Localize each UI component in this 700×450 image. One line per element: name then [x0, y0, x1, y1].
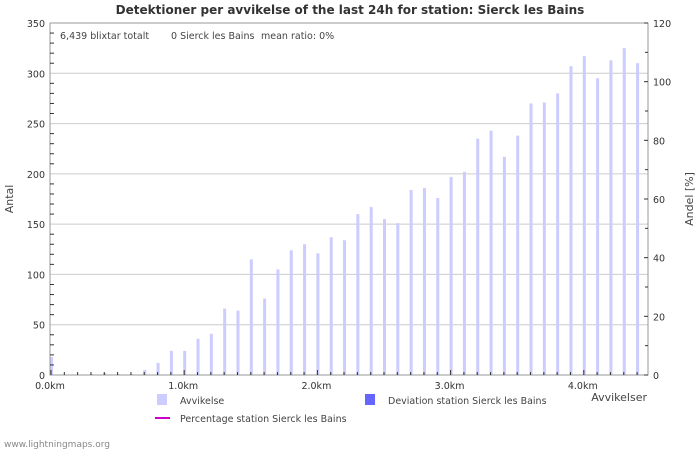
bar	[556, 93, 560, 376]
bar	[289, 250, 293, 375]
y2-tick-label: 60	[653, 195, 665, 206]
bar	[409, 189, 413, 375]
bar	[462, 171, 466, 375]
bar	[169, 350, 173, 375]
info-station: 0 Sierck les Bains	[171, 31, 254, 42]
x-tick-label: 3.0km	[435, 381, 465, 392]
y2-tick-label: 20	[653, 312, 665, 323]
y2-tick-label: 120	[653, 19, 671, 30]
bar	[516, 135, 520, 375]
bar	[356, 214, 360, 375]
bar	[436, 197, 440, 375]
bar	[422, 187, 426, 375]
bar	[396, 223, 400, 375]
bar	[263, 298, 267, 375]
y-tick-label: 300	[27, 69, 45, 80]
bar	[156, 362, 160, 375]
bar	[596, 78, 600, 376]
legend-avvikelse: Avvikelse	[180, 396, 224, 407]
bar	[609, 60, 613, 376]
y2-tick-label: 80	[653, 136, 665, 147]
chart-title: Detektioner per avvikelse of the last 24…	[116, 3, 585, 17]
y-tick-label: 100	[27, 270, 45, 281]
bar	[236, 310, 240, 375]
bar	[489, 130, 493, 375]
x-tick-label: 2.0km	[301, 381, 331, 392]
y-tick-label: 350	[27, 19, 45, 30]
bar	[502, 156, 506, 375]
bar	[303, 244, 307, 375]
bar	[569, 66, 573, 375]
bar	[582, 56, 586, 376]
bar	[209, 333, 213, 375]
bar	[50, 356, 53, 375]
x-axis-label: Avvikelser	[591, 391, 647, 404]
bar	[316, 253, 320, 375]
y2-axis-label: Andel [%]	[683, 172, 696, 226]
y-tick-label: 250	[27, 120, 45, 131]
y-tick-label: 150	[27, 220, 45, 231]
bar	[529, 103, 533, 375]
x-tick-label: 1.0km	[168, 381, 198, 392]
bar	[542, 102, 546, 376]
bar	[329, 237, 333, 375]
legend-percentage: Percentage station Sierck les Bains	[180, 414, 347, 425]
y-axis-label: Antal	[3, 185, 16, 214]
y2-tick-label: 0	[653, 371, 659, 382]
bar	[383, 219, 386, 375]
bar	[249, 259, 253, 375]
bar	[622, 48, 626, 376]
info-total: 6,439 blixtar totalt	[60, 31, 149, 42]
bar	[196, 338, 200, 375]
legend-swatch-avvikelse	[157, 394, 167, 405]
x-tick-label: 4.0km	[568, 381, 598, 392]
y-tick-label: 200	[27, 170, 45, 181]
bar	[636, 63, 640, 375]
x-tick-label: 0.0km	[35, 381, 65, 392]
legend-deviation: Deviation station Sierck les Bains	[388, 396, 547, 407]
bar	[369, 207, 373, 375]
bar	[343, 240, 347, 375]
y2-tick-label: 40	[653, 254, 665, 265]
y2-tick-label: 100	[653, 78, 671, 89]
bar	[223, 308, 227, 375]
info-ratio: mean ratio: 0%	[261, 31, 334, 42]
bar	[183, 350, 187, 375]
bar	[476, 138, 480, 375]
bar	[449, 176, 453, 375]
bar	[276, 269, 280, 375]
footer-credit[interactable]: www.lightningmaps.org	[4, 440, 110, 450]
y-tick-label: 50	[33, 321, 45, 332]
y-tick-label: 0	[39, 371, 45, 382]
legend-swatch-deviation	[365, 394, 375, 405]
